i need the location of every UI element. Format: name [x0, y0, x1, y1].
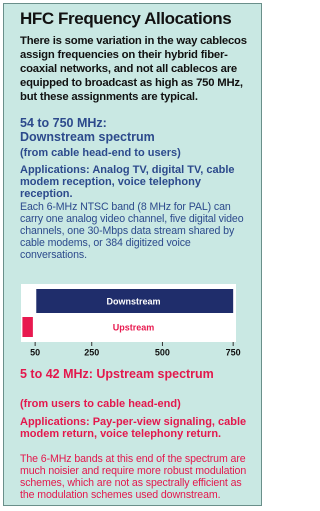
upstream-applications: Applications: Pay-per-view signaling, ca… — [20, 416, 247, 440]
x-tick-label: 750 — [226, 347, 241, 357]
band — [22, 317, 33, 337]
x-tick-label: 500 — [155, 347, 170, 357]
downstream-body: Each 6-MHz NTSC band (8 MHz for PAL) can… — [20, 201, 244, 261]
title: HFC Frequency Allocations — [20, 9, 232, 28]
band-label: Downstream — [106, 296, 160, 306]
downstream-heading: 54 to 750 MHz: Downstream spectrum — [20, 116, 256, 144]
upstream-body: The 6-MHz bands at this end of the spect… — [20, 453, 247, 501]
x-tick-label: 250 — [84, 347, 99, 357]
spectrum-chart: Downstream Upstream 50 250 500 750 — [21, 284, 241, 357]
heading-line: 5 to 42 MHz: Upstream spectrum — [20, 367, 214, 381]
band — [36, 289, 234, 313]
heading-line: Downstream spectrum — [20, 130, 155, 144]
upstream-heading: 5 to 42 MHz: Upstream spectrum — [20, 367, 252, 381]
x-tick-label: 50 — [30, 347, 40, 357]
heading-line: 54 to 750 MHz: — [20, 116, 107, 130]
intro: There is some variation in the way cable… — [20, 35, 247, 103]
band-label: Upstream — [113, 322, 155, 332]
downstream-applications: Applications: Analog TV, digital TV, cab… — [20, 164, 235, 200]
card: HFC Frequency Allocations There is some … — [3, 3, 262, 506]
upstream-subheading: (from users to cable head-end) — [20, 398, 181, 410]
downstream-subheading: (from cable head-end to users) — [20, 147, 181, 159]
